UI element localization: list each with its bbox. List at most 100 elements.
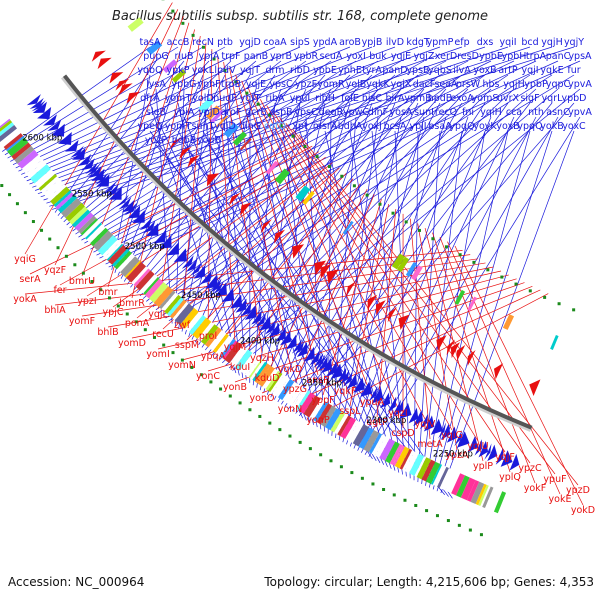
forward-marker-dot xyxy=(107,296,111,300)
forward-gene-arrow xyxy=(303,346,315,362)
forward-marker-dot xyxy=(248,408,252,412)
reverse-gene-arrow xyxy=(493,363,504,380)
forward-category-block xyxy=(246,357,262,378)
backbone-circle xyxy=(62,74,533,430)
forward-gene-arrow xyxy=(116,194,130,208)
forward-gene-arrow xyxy=(474,439,482,456)
forward-label-leader xyxy=(15,46,276,169)
position-label: 2350 kbp xyxy=(302,378,342,388)
forward-category-block xyxy=(104,241,123,260)
forward-gene-label: sunT xyxy=(192,121,215,132)
forward-gene-label: yqjD xyxy=(214,121,236,132)
forward-gene-label: gcrB xyxy=(245,107,267,118)
forward-gene-label: yomT xyxy=(165,121,192,132)
forward-gene-arrow xyxy=(285,334,297,350)
reverse-marker-dot xyxy=(303,144,307,148)
forward-marker-dot xyxy=(152,335,156,339)
forward-gene-label: yphE xyxy=(338,65,362,76)
forward-label-leader xyxy=(46,46,531,204)
reverse-marker-dot xyxy=(365,193,369,197)
forward-marker-dot xyxy=(180,358,184,362)
forward-gene-arrow xyxy=(108,187,122,200)
reverse-marker-dot xyxy=(212,57,216,61)
forward-gene-label: degR xyxy=(319,107,344,118)
forward-category-block xyxy=(112,248,130,267)
forward-gene-label: hbs xyxy=(482,79,499,90)
backbone-highlight xyxy=(61,76,532,432)
reverse-label-leader xyxy=(439,237,536,484)
forward-category-block xyxy=(430,464,443,485)
forward-gene-arrow xyxy=(190,262,202,276)
forward-gene-label: yqjE xyxy=(391,51,411,62)
forward-marker-dot xyxy=(90,280,94,284)
reverse-category-block xyxy=(265,160,279,175)
reverse-gene-label: prol xyxy=(199,331,217,342)
reverse-label-leader xyxy=(424,227,484,462)
forward-category-block xyxy=(270,373,285,394)
reverse-marker-dot xyxy=(404,220,408,224)
forward-category-block xyxy=(291,387,305,408)
reverse-gene-label: ypzC xyxy=(518,463,542,474)
forward-category-block xyxy=(392,445,405,467)
forward-label-leader xyxy=(280,116,322,430)
forward-gene-arrow xyxy=(343,371,353,387)
forward-gene-label: youB xyxy=(197,135,221,146)
forward-category-block xyxy=(337,415,352,437)
forward-gene-arrow xyxy=(86,163,100,177)
forward-category-block xyxy=(352,424,370,447)
forward-marker-dot xyxy=(392,493,396,497)
position-label: 2600 kbp xyxy=(22,133,62,143)
forward-category-block xyxy=(340,417,357,439)
forward-category-block xyxy=(276,377,291,398)
position-label: 2300 kbp xyxy=(366,416,406,426)
reverse-label-leader xyxy=(294,193,375,385)
forward-gene-arrow xyxy=(70,145,84,158)
reverse-category-block xyxy=(410,265,423,281)
forward-category-block xyxy=(80,218,98,236)
reverse-gene-arrow xyxy=(456,344,466,361)
forward-label-leader xyxy=(155,116,304,419)
forward-marker-dot xyxy=(403,498,407,502)
forward-category-block xyxy=(102,239,120,258)
forward-category-block xyxy=(250,360,266,380)
reverse-gene-label: kduI xyxy=(230,362,250,373)
forward-label-leader xyxy=(357,116,515,451)
reverse-category-block xyxy=(210,109,224,123)
reverse-marker-dot xyxy=(391,211,395,215)
forward-gene-label: ypiA xyxy=(174,107,195,118)
forward-marker-dot xyxy=(457,523,461,527)
forward-category-block xyxy=(491,490,503,512)
forward-label-leader xyxy=(155,144,445,495)
reverse-marker-dot xyxy=(417,228,421,232)
forward-gene-label: resD xyxy=(457,51,479,62)
forward-marker-dot xyxy=(99,288,103,292)
forward-category-block xyxy=(224,341,243,364)
forward-marker-dot xyxy=(23,211,27,215)
forward-gene-label: yqiH xyxy=(480,107,501,118)
reverse-category-block xyxy=(127,17,144,32)
forward-category-block xyxy=(0,118,11,129)
forward-gene-label: ypmB xyxy=(404,93,431,104)
forward-gene-arrow xyxy=(118,196,132,210)
forward-gene-arrow xyxy=(77,154,92,167)
forward-gene-arrow xyxy=(275,327,286,343)
forward-category-block xyxy=(153,286,174,308)
forward-marker-dot xyxy=(468,528,472,532)
position-label: 2400 kbp xyxy=(240,337,280,347)
reverse-label-leader xyxy=(292,128,556,475)
reverse-gene-label: yqjM xyxy=(224,342,247,353)
reverse-gene-arrow xyxy=(387,307,397,323)
forward-gene-label: panC xyxy=(546,51,571,62)
reverse-gene-arrow xyxy=(260,219,272,234)
forward-gene-label: hisC xyxy=(362,93,383,104)
forward-gene-arrow xyxy=(210,278,222,293)
forward-category-block xyxy=(38,173,58,191)
forward-category-block xyxy=(265,370,281,391)
forward-category-block xyxy=(371,434,386,456)
forward-category-block xyxy=(82,219,101,239)
forward-category-block xyxy=(466,480,480,502)
forward-gene-label: yphF xyxy=(197,79,220,90)
forward-label-leader xyxy=(149,102,237,374)
forward-marker-dot xyxy=(190,365,194,369)
forward-gene-label: ypsC xyxy=(294,107,318,118)
